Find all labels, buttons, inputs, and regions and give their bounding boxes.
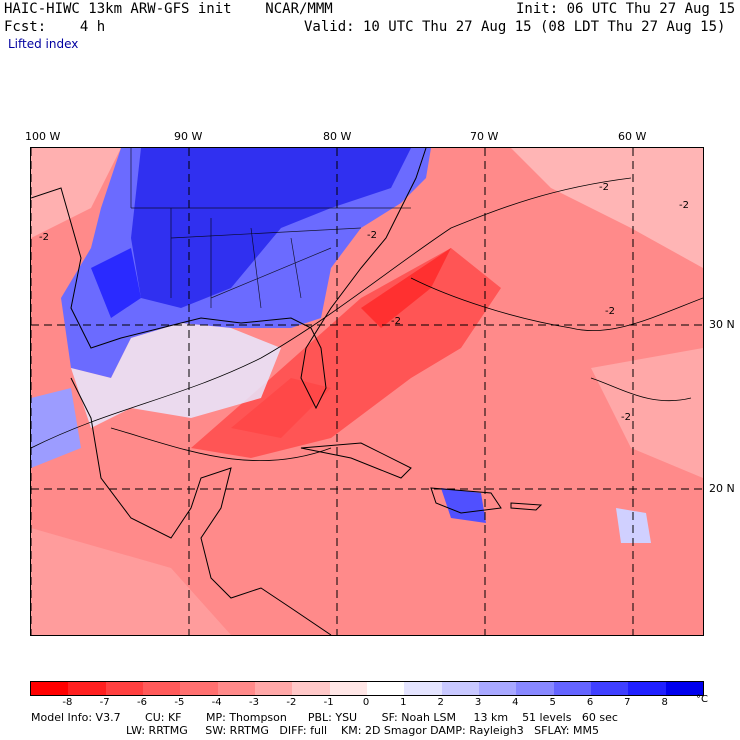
colorbar-tick-label: 2 bbox=[437, 697, 444, 708]
field-name: Lifted index bbox=[8, 37, 79, 51]
pink-region-east bbox=[591, 348, 703, 478]
contour-label-6: -2 bbox=[621, 412, 631, 423]
colorbar-swatch bbox=[665, 682, 703, 695]
colorbar-swatch bbox=[441, 682, 479, 695]
colorbar-tick-label: -6 bbox=[137, 697, 147, 708]
blue-region-mexico bbox=[31, 388, 81, 468]
colorbar-swatch bbox=[142, 682, 181, 695]
state-borders bbox=[130, 148, 411, 309]
lat-label-30n: 30 N bbox=[709, 318, 735, 331]
blue-core-texas bbox=[91, 248, 141, 318]
forecast-hour: Fcst: 4 h bbox=[4, 19, 106, 35]
lifted-index-map: -2 -2 -2 -2 -2 -2 -2 bbox=[30, 147, 704, 636]
lon-label-70w: 70 W bbox=[470, 130, 499, 143]
blue-core-us bbox=[131, 148, 411, 308]
contour-label-2: -2 bbox=[367, 230, 377, 241]
blue-region-hispaniola bbox=[441, 488, 486, 523]
colorbar-tick-label: 4 bbox=[512, 697, 519, 708]
contour-label-3: -2 bbox=[599, 182, 609, 193]
lon-label-90w: 90 W bbox=[174, 130, 203, 143]
colorbar-swatch bbox=[478, 682, 517, 695]
pink-region-sw bbox=[31, 528, 231, 635]
colorbar-tick-label: -4 bbox=[211, 697, 222, 708]
colorbar-swatch bbox=[68, 682, 106, 695]
lon-label-80w: 80 W bbox=[323, 130, 352, 143]
contour-label-4: -2 bbox=[679, 200, 689, 211]
colorbar-tick-label: 7 bbox=[624, 697, 631, 708]
lat-lon-grid bbox=[31, 148, 703, 635]
colorbar-swatch bbox=[292, 682, 330, 695]
colorbar-swatch bbox=[553, 682, 591, 695]
colorbar-swatch bbox=[217, 682, 255, 695]
colorbar-tick-label: 8 bbox=[661, 697, 668, 708]
colorbar-ticks: -8 -7 -6 -5 -4 -3 -2 -1 0 1 2 3 4 5 6 7 8 bbox=[30, 697, 702, 709]
red-core-carolina bbox=[361, 248, 451, 328]
li-contours bbox=[31, 177, 703, 462]
colorbar-tick-label: -1 bbox=[323, 697, 334, 708]
valid-time: Valid: 10 UTC Thu 27 Aug 15 (08 LDT Thu … bbox=[304, 19, 726, 35]
colorbar-tick-label: -2 bbox=[286, 697, 297, 708]
colorbar-tick-label: 1 bbox=[400, 697, 407, 708]
neutral-band-gulf-coast bbox=[71, 323, 281, 428]
colorbar-tick-label: 5 bbox=[549, 697, 556, 708]
colorbar bbox=[30, 681, 704, 696]
lat-label-20n: 20 N bbox=[709, 482, 735, 495]
colorbar-tick-label: -3 bbox=[249, 697, 259, 708]
colorbar-swatch bbox=[180, 682, 218, 695]
colorbar-tick-label: 6 bbox=[586, 697, 594, 708]
pink-region-nw bbox=[31, 148, 121, 238]
colorbar-tick-label: -7 bbox=[99, 697, 110, 708]
colorbar-swatch bbox=[31, 682, 69, 695]
lon-label-100w: 100 W bbox=[25, 130, 61, 143]
colorbar-swatch bbox=[105, 682, 143, 695]
lon-label-60w: 60 W bbox=[618, 130, 647, 143]
colorbar-swatch bbox=[329, 682, 367, 695]
colorbar-unit: °C bbox=[696, 694, 708, 705]
colorbar-swatch bbox=[404, 682, 442, 695]
init-time: Init: 06 UTC Thu 27 Aug 15 bbox=[516, 1, 736, 17]
colorbar-tick-label: 0 bbox=[362, 697, 370, 708]
colorbar-tick-label: 3 bbox=[474, 697, 482, 708]
colorbar-tick-label: -5 bbox=[174, 697, 185, 708]
colorbar-tick-label: -8 bbox=[62, 697, 73, 708]
contour-label-1: -2 bbox=[39, 232, 49, 243]
contour-label-7: -2 bbox=[391, 316, 401, 327]
red-core-gulf bbox=[231, 378, 331, 438]
contour-labels: -2 -2 -2 -2 -2 -2 -2 bbox=[39, 182, 689, 423]
colorbar-swatch bbox=[516, 682, 554, 695]
model-info-line-1: Model Info: V3.7 CU: KF MP: Thompson PBL… bbox=[31, 711, 618, 724]
colorbar-swatch bbox=[590, 682, 629, 695]
model-title: HAIC-HIWC 13km ARW-GFS init NCAR/MMM bbox=[4, 1, 333, 17]
pink-region-ne bbox=[511, 148, 703, 268]
colorbar-swatch bbox=[254, 682, 293, 695]
contour-label-5: -2 bbox=[605, 306, 615, 317]
colorbar-swatch bbox=[628, 682, 666, 695]
model-info-line-2: LW: RRTMG SW: RRTMG DIFF: full KM: 2D Sm… bbox=[126, 724, 599, 737]
colorbar-swatch bbox=[366, 682, 405, 695]
coastlines bbox=[31, 148, 543, 635]
